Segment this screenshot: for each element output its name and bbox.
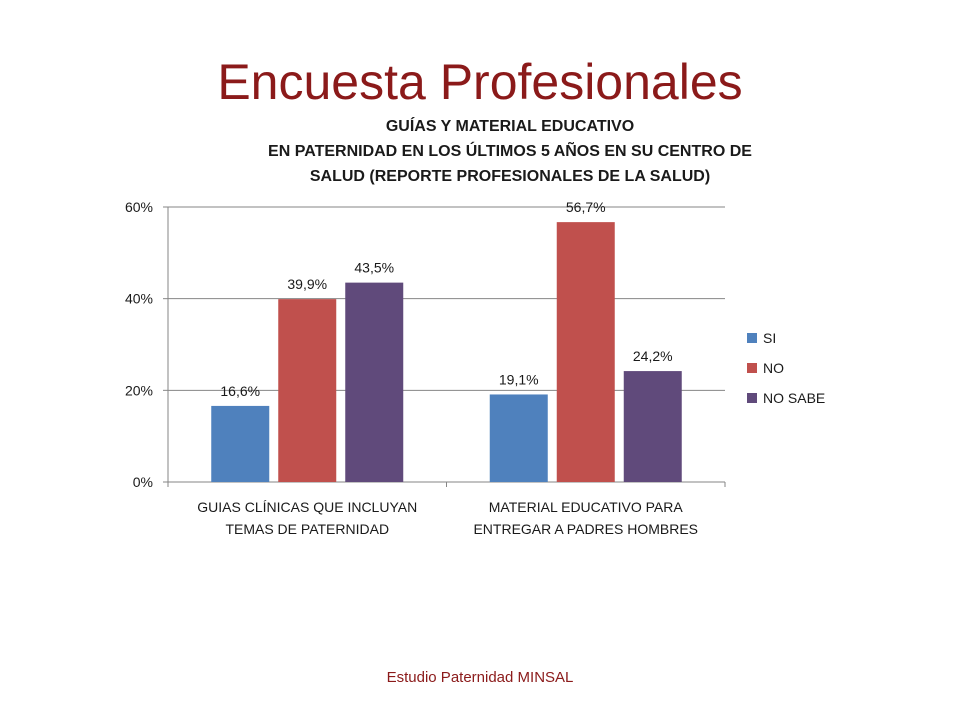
bar	[556, 222, 615, 482]
y-tick-label: 60%	[125, 199, 153, 215]
legend-swatch	[747, 363, 757, 373]
bar	[278, 299, 337, 482]
bar	[489, 394, 548, 482]
data-label: 39,9%	[287, 276, 327, 292]
legend-label: SI	[763, 330, 776, 346]
slide-title: Encuesta Profesionales	[217, 54, 743, 110]
bar	[623, 371, 682, 482]
x-tick-label: GUIAS CLÍNICAS QUE INCLUYAN	[197, 499, 417, 515]
legend-swatch	[747, 393, 757, 403]
data-label: 24,2%	[633, 348, 673, 364]
x-tick-label: TEMAS DE PATERNIDAD	[225, 521, 389, 537]
chart-title-line-1: GUÍAS Y MATERIAL EDUCATIVO	[385, 118, 635, 135]
legend-label: NO	[763, 360, 784, 376]
chart-title-line-3: SALUD (REPORTE PROFESIONALES DE LA SALUD…	[309, 168, 711, 185]
x-tick-label: ENTREGAR A PADRES HOMBRES	[473, 521, 698, 537]
footer-source: Estudio Paternidad MINSAL	[386, 669, 574, 686]
data-label: 16,6%	[220, 383, 260, 399]
x-tick-label: MATERIAL EDUCATIVO PARA	[489, 499, 684, 515]
data-label: 43,5%	[354, 260, 394, 276]
chart-title-line-2: EN PATERNIDAD EN LOS ÚLTIMOS 5 AÑOS EN S…	[268, 143, 752, 160]
y-tick-label: 40%	[125, 291, 153, 307]
bar	[211, 405, 270, 482]
chart-title: GUÍAS Y MATERIAL EDUCATIVO EN PATERNIDAD…	[200, 114, 820, 189]
legend-swatch	[747, 333, 757, 343]
data-label: 56,7%	[566, 199, 606, 215]
y-tick-label: 0%	[133, 474, 153, 490]
legend-label: NO SABE	[763, 390, 825, 406]
data-label: 19,1%	[499, 371, 539, 387]
y-tick-label: 20%	[125, 382, 153, 398]
bar	[345, 282, 404, 482]
